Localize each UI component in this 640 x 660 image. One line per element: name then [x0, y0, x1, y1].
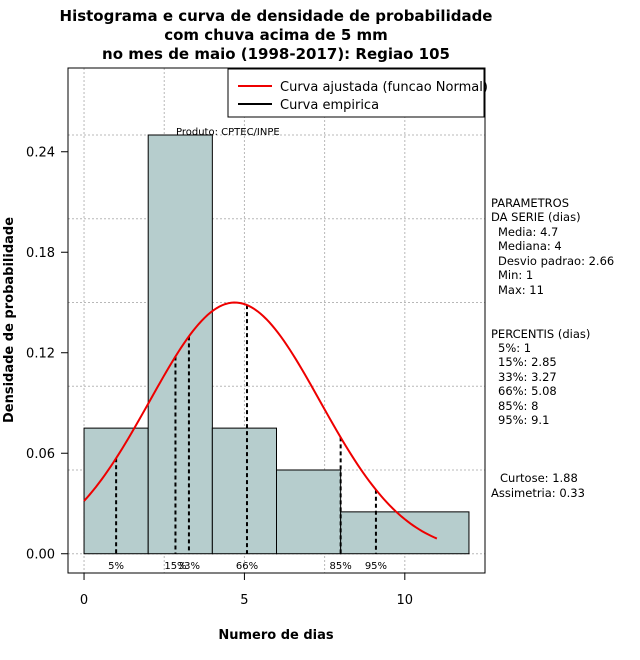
- param-mediana: Mediana: 4: [498, 239, 562, 253]
- histogram-bars: [83, 134, 470, 555]
- param-media: Media: 4.7: [498, 225, 558, 239]
- percentile-label-0: 5%: [108, 561, 124, 572]
- histogram-bar-1: [147, 134, 213, 555]
- percentil-5: 5%: 1: [498, 341, 531, 355]
- y-tick-label-1: 0.06: [26, 447, 55, 462]
- histogram-bar-2: [211, 427, 278, 555]
- percentile-label-1: 15%: [164, 561, 186, 572]
- y-axis-title: Densidade de probabilidade: [2, 217, 17, 423]
- percentis-title: PERCENTIS (dias): [491, 327, 590, 341]
- percentile-lines: 5% 15%33% 66% 85% 95%: [108, 305, 387, 572]
- y-tick-label-4: 0.24: [26, 146, 55, 161]
- fitted-normal-curve: [83, 301, 438, 540]
- param-min: Min: 1: [498, 268, 533, 282]
- product-label: Produto: CPTEC/INPE: [176, 127, 280, 138]
- side-panel: PARAMETROS DA SERIE (dias) Media: 4.7 Me…: [491, 196, 614, 500]
- stat-curtose: Curtose: 1.88: [500, 471, 578, 485]
- legend: Curva ajustada (funcao Normal) Curva emp…: [227, 68, 488, 118]
- percentil-33: 33%: 3.27: [498, 370, 557, 384]
- percentil-66: 66%: 5.08: [498, 384, 557, 398]
- legend-fitted-label: Curva ajustada (funcao Normal): [280, 80, 488, 95]
- legend-box: [227, 68, 485, 118]
- legend-empirical-label: Curva empirica: [280, 98, 379, 113]
- percentile-label-3: 66%: [236, 561, 258, 572]
- param-desvio: Desvio padrao: 2.66: [498, 254, 614, 268]
- percentil-95: 95%: 9.1: [498, 413, 549, 427]
- chart-title-line-1: Histograma e curva de densidade de proba…: [60, 7, 493, 25]
- params-title-2: DA SERIE (dias): [491, 210, 581, 224]
- x-tick-label-2: 10: [397, 593, 414, 608]
- chart-title-line-2: com chuva acima de 5 mm: [164, 26, 388, 44]
- y-axis: 0.00 0.06 0.12 0.18 0.24: [26, 146, 69, 563]
- percentil-85: 85%: 8: [498, 399, 538, 413]
- percentile-label-2: 33%: [178, 561, 200, 572]
- percentil-15: 15%: 2.85: [498, 355, 557, 369]
- x-tick-label-1: 5: [240, 593, 248, 608]
- x-axis-title: Numero de dias: [218, 628, 334, 643]
- y-tick-label-2: 0.12: [26, 347, 55, 362]
- histogram-bar-3: [276, 469, 342, 555]
- x-tick-label-0: 0: [80, 593, 88, 608]
- chart-title-line-3: no mes de maio (1998-2017): Regiao 105: [102, 45, 450, 63]
- y-tick-label-0: 0.00: [26, 548, 55, 563]
- percentile-label-4: 85%: [330, 561, 352, 572]
- params-title-1: PARAMETROS: [491, 196, 569, 210]
- param-max: Max: 11: [498, 283, 544, 297]
- percentile-label-5: 95%: [365, 561, 387, 572]
- y-tick-label-3: 0.18: [26, 246, 55, 261]
- x-axis: 0 5 10: [80, 572, 414, 608]
- stat-assimetria: Assimetria: 0.33: [491, 486, 585, 500]
